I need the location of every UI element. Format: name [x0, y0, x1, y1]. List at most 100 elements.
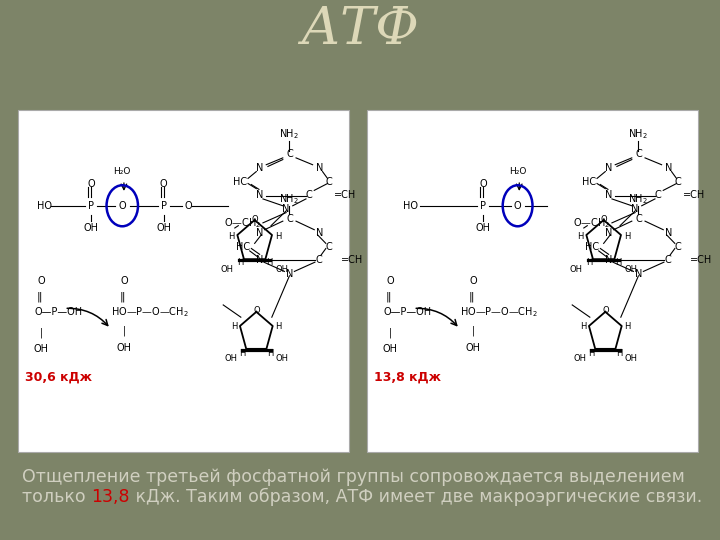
Text: |: |: [472, 325, 474, 336]
Text: HO: HO: [402, 201, 418, 211]
Text: C: C: [635, 150, 642, 159]
Text: OH: OH: [465, 343, 480, 353]
Text: H: H: [276, 322, 282, 332]
Text: N: N: [605, 163, 612, 173]
Text: ‖: ‖: [469, 291, 474, 302]
Text: H: H: [266, 258, 272, 267]
Text: N: N: [256, 255, 264, 266]
Text: NH$_2$: NH$_2$: [629, 192, 649, 206]
Text: N: N: [631, 204, 639, 214]
Text: N: N: [635, 269, 642, 279]
Text: O: O: [514, 201, 521, 211]
Text: H: H: [588, 349, 595, 358]
Text: ‖: ‖: [37, 291, 42, 302]
Text: P: P: [480, 201, 486, 211]
Text: OH: OH: [382, 345, 397, 354]
Text: OH: OH: [224, 354, 237, 363]
Text: O: O: [184, 201, 192, 211]
Text: OH: OH: [276, 354, 289, 363]
Text: O: O: [600, 214, 607, 224]
Text: N: N: [256, 228, 264, 238]
Text: OH: OH: [475, 223, 490, 233]
Text: NH$_2$: NH$_2$: [279, 192, 300, 206]
Text: 13,8 кДж: 13,8 кДж: [374, 370, 441, 383]
Text: OH: OH: [624, 265, 637, 274]
Text: OH: OH: [117, 343, 132, 353]
Text: N: N: [605, 255, 612, 266]
Text: O—P—OH: O—P—OH: [384, 307, 432, 317]
Text: H: H: [580, 322, 586, 332]
Text: C: C: [286, 150, 293, 159]
Text: C: C: [665, 255, 672, 266]
Text: O: O: [251, 214, 258, 224]
Text: 30,6 кДж: 30,6 кДж: [24, 370, 91, 383]
Text: HC: HC: [233, 177, 247, 187]
Text: H: H: [237, 258, 243, 267]
Text: =CH: =CH: [334, 191, 356, 200]
Text: HO—P—O—CH$_2$: HO—P—O—CH$_2$: [459, 305, 537, 319]
Text: C: C: [655, 191, 662, 200]
Text: только: только: [22, 488, 91, 506]
Text: C: C: [675, 242, 682, 252]
Text: C: C: [306, 191, 312, 200]
Text: N: N: [315, 163, 323, 173]
Text: C: C: [286, 214, 293, 225]
Text: H: H: [275, 232, 282, 240]
Text: N: N: [665, 163, 672, 173]
Text: OH: OH: [573, 354, 586, 363]
Text: C: C: [316, 255, 323, 266]
Text: P: P: [88, 201, 94, 211]
Text: O: O: [160, 179, 168, 188]
Text: O: O: [253, 307, 260, 315]
Text: =CH: =CH: [341, 255, 363, 266]
Text: O—CH$_2$: O—CH$_2$: [225, 216, 261, 229]
Text: АТФ: АТФ: [300, 4, 420, 56]
Text: H₂O: H₂O: [114, 167, 131, 176]
Text: H: H: [624, 232, 631, 240]
Text: HC: HC: [585, 242, 599, 252]
Text: O: O: [469, 276, 477, 286]
Text: =CH: =CH: [683, 191, 706, 200]
Text: O—CH$_2$: O—CH$_2$: [573, 216, 611, 229]
Bar: [367, 110, 698, 452]
Text: O: O: [37, 276, 45, 286]
Text: |: |: [122, 325, 125, 336]
Text: =CH: =CH: [690, 255, 712, 266]
Text: |: |: [389, 327, 392, 338]
Text: OH: OH: [276, 265, 289, 274]
Text: O: O: [119, 201, 126, 211]
Text: C: C: [635, 214, 642, 225]
Text: O: O: [87, 179, 94, 188]
Text: OH: OH: [570, 265, 583, 274]
Text: O—P—OH: O—P—OH: [35, 307, 83, 317]
Text: P: P: [161, 201, 166, 211]
Text: NH$_2$: NH$_2$: [279, 127, 300, 141]
Text: H: H: [615, 258, 621, 267]
Text: N: N: [605, 191, 612, 200]
Text: H: H: [239, 349, 246, 358]
Text: H: H: [230, 322, 237, 332]
Text: OH: OH: [221, 265, 234, 274]
Text: HO—P—O—CH$_2$: HO—P—O—CH$_2$: [111, 305, 189, 319]
Text: N: N: [256, 163, 264, 173]
Text: C: C: [325, 177, 333, 187]
Text: H: H: [616, 349, 622, 358]
Text: HO: HO: [37, 201, 52, 211]
Text: N: N: [256, 191, 264, 200]
Text: H: H: [577, 232, 583, 240]
Text: O: O: [387, 276, 394, 286]
Text: OH: OH: [34, 345, 49, 354]
Text: HC: HC: [582, 177, 596, 187]
Text: |: |: [40, 327, 42, 338]
Text: N: N: [286, 269, 293, 279]
Text: ‖: ‖: [386, 291, 391, 302]
Text: NH$_2$: NH$_2$: [629, 127, 649, 141]
Text: O: O: [602, 307, 608, 315]
Bar: [18, 110, 349, 452]
Text: C: C: [675, 177, 682, 187]
Text: OH: OH: [625, 354, 638, 363]
Text: H: H: [228, 232, 234, 240]
Text: N: N: [315, 228, 323, 238]
Text: C: C: [325, 242, 333, 252]
Text: H₂O: H₂O: [509, 167, 526, 176]
